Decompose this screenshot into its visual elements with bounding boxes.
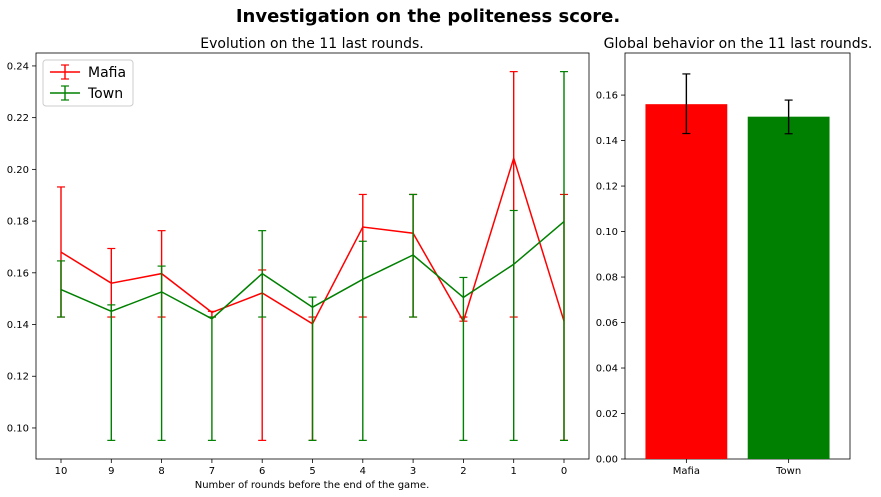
legend-label: Town xyxy=(87,86,123,102)
bar-chart-title: Global behavior on the 11 last rounds. xyxy=(604,36,873,52)
y-tick-label: 0.14 xyxy=(596,136,618,147)
x-tick-label: 4 xyxy=(360,466,366,477)
y-tick-label: 0.02 xyxy=(596,409,618,420)
y-tick-label: 0.12 xyxy=(596,182,618,193)
x-tick-label: 9 xyxy=(108,466,114,477)
x-tick-label: 5 xyxy=(309,466,315,477)
x-tick-label: 10 xyxy=(55,466,68,477)
x-tick-label: 1 xyxy=(511,466,517,477)
y-tick-label: 0.16 xyxy=(596,91,618,102)
bar-chart-bars xyxy=(645,73,830,460)
y-tick-label: 0.14 xyxy=(7,320,29,331)
figure-title: Investigation on the politeness score. xyxy=(236,6,620,27)
x-tick-label: 2 xyxy=(460,466,466,477)
line-chart-x-axis: 10 9 8 7 6 5 4 3 2 1 0 xyxy=(55,459,567,477)
y-tick-label: 0.10 xyxy=(596,227,618,238)
y-tick-label: 0.06 xyxy=(596,318,618,329)
line-chart-legend: Mafia Town xyxy=(42,59,134,107)
y-tick-label: 0.08 xyxy=(596,273,618,284)
bar-mafia xyxy=(645,104,728,460)
line-chart-x-label: Number of rounds before the end of the g… xyxy=(195,480,430,491)
line-chart-series xyxy=(57,71,568,441)
y-tick-label: 0.20 xyxy=(7,165,29,176)
bar-town xyxy=(747,116,830,459)
y-tick-label: 0.12 xyxy=(7,372,29,383)
x-tick-label: 7 xyxy=(209,466,215,477)
bar-chart-x-axis: Mafia Town xyxy=(673,459,801,477)
y-tick-label: 0.18 xyxy=(7,217,29,228)
x-tick-label: 8 xyxy=(158,466,164,477)
x-tick-label: Town xyxy=(775,466,801,477)
bar-chart-axes-frame xyxy=(624,52,851,460)
series-town xyxy=(57,71,568,441)
x-tick-label: 3 xyxy=(410,466,416,477)
bar-chart-y-axis: 0.00 0.02 0.04 0.06 0.08 0.10 0.12 0.14 0.16 xyxy=(596,91,625,466)
x-tick-label: 0 xyxy=(561,466,567,477)
y-tick-label: 0.00 xyxy=(596,455,618,466)
line-chart-panel: Evolution on the 11 last rounds. 0.100.1… xyxy=(7,36,590,491)
y-tick-label: 0.04 xyxy=(596,364,618,375)
legend-label: Mafia xyxy=(88,65,126,81)
y-tick-label: 0.16 xyxy=(7,268,29,279)
series-line xyxy=(60,221,565,320)
bar-chart-panel: Global behavior on the 11 last rounds. 0… xyxy=(596,36,873,477)
line-chart-title: Evolution on the 11 last rounds. xyxy=(200,36,423,52)
line-chart-y-axis: 0.10 0.12 0.14 0.16 0.18 0.20 0.22 0.24 xyxy=(7,61,36,434)
y-tick-label: 0.24 xyxy=(7,61,29,72)
y-tick-label: 0.10 xyxy=(7,423,29,434)
x-tick-label: 6 xyxy=(259,466,265,477)
y-tick-label: 0.22 xyxy=(7,113,29,124)
x-tick-label: Mafia xyxy=(673,466,700,477)
